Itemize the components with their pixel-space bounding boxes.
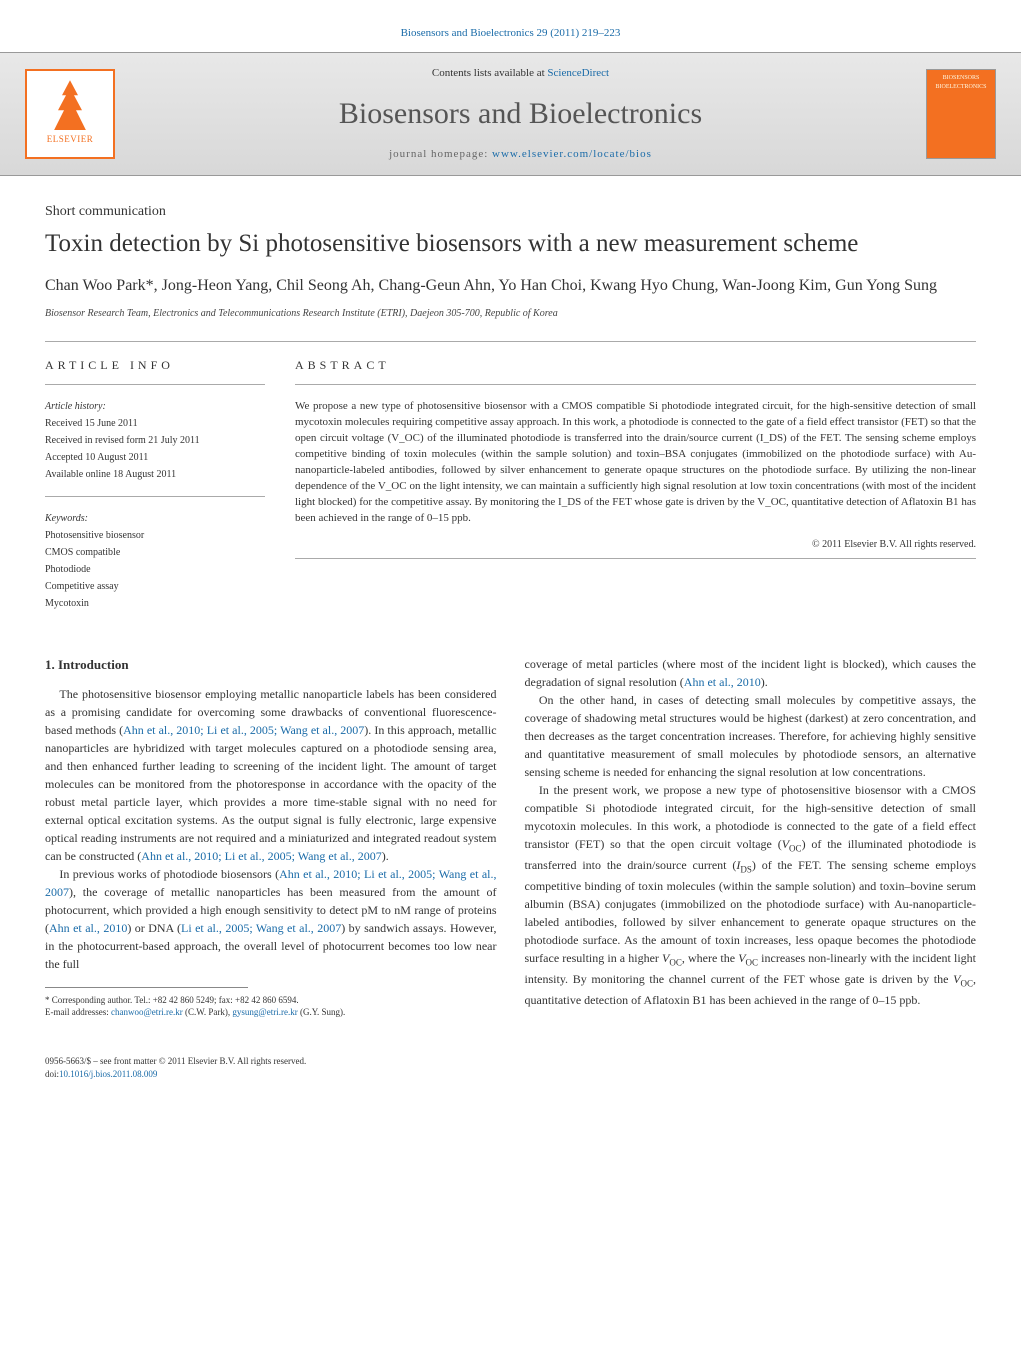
section-heading-intro: 1. Introduction bbox=[45, 655, 497, 675]
divider bbox=[45, 341, 976, 342]
top-citation: Biosensors and Bioelectronics 29 (2011) … bbox=[0, 0, 1021, 52]
corresponding-footnote: * Corresponding author. Tel.: +82 42 860… bbox=[45, 994, 497, 1019]
journal-header-band: ELSEVIER Contents lists available at Sci… bbox=[0, 52, 1021, 176]
article-title: Toxin detection by Si photosensitive bio… bbox=[45, 228, 976, 261]
info-divider bbox=[45, 496, 265, 497]
contents-prefix: Contents lists available at bbox=[432, 67, 547, 79]
email-name: (G.Y. Sung). bbox=[298, 1007, 346, 1017]
keywords-block: Keywords: Photosensitive biosensor CMOS … bbox=[45, 511, 265, 611]
abstract-divider-bottom bbox=[295, 558, 976, 559]
email-link[interactable]: gysung@etri.re.kr bbox=[232, 1007, 297, 1017]
revised-date: Received in revised form 21 July 2011 bbox=[45, 433, 265, 448]
homepage-prefix: journal homepage: bbox=[389, 148, 492, 160]
journal-cover-thumbnail: BIOSENSORS BIOELECTRONICS bbox=[926, 69, 996, 159]
body-paragraph: In previous works of photodiode biosenso… bbox=[45, 865, 497, 973]
contents-line: Contents lists available at ScienceDirec… bbox=[115, 65, 926, 82]
corresponding-author: * Corresponding author. Tel.: +82 42 860… bbox=[45, 994, 497, 1007]
keyword: Photosensitive biosensor bbox=[45, 528, 265, 543]
body-paragraph: On the other hand, in cases of detecting… bbox=[525, 691, 977, 781]
author-list: Chan Woo Park*, Jong-Heon Yang, Chil Seo… bbox=[45, 274, 976, 298]
history-label: Article history: bbox=[45, 399, 265, 414]
footer-meta: 0956-5663/$ – see front matter © 2011 El… bbox=[0, 1049, 1021, 1097]
abstract-heading: ABSTRACT bbox=[295, 356, 976, 374]
emails-label: E-mail addresses: bbox=[45, 1007, 111, 1017]
right-column: coverage of metal particles (where most … bbox=[525, 655, 977, 1019]
info-abstract-row: ARTICLE INFO Article history: Received 1… bbox=[45, 356, 976, 625]
body-paragraph: In the present work, we propose a new ty… bbox=[525, 781, 977, 1009]
keyword: CMOS compatible bbox=[45, 545, 265, 560]
info-divider bbox=[45, 384, 265, 385]
journal-name: Biosensors and Bioelectronics bbox=[115, 91, 926, 136]
left-column: 1. Introduction The photosensitive biose… bbox=[45, 655, 497, 1019]
doi-line: doi:10.1016/j.bios.2011.08.009 bbox=[45, 1068, 976, 1082]
abstract-copyright: © 2011 Elsevier B.V. All rights reserved… bbox=[295, 537, 976, 552]
article-history: Article history: Received 15 June 2011 R… bbox=[45, 399, 265, 482]
info-heading: ARTICLE INFO bbox=[45, 356, 265, 374]
received-date: Received 15 June 2011 bbox=[45, 416, 265, 431]
elsevier-name: ELSEVIER bbox=[47, 133, 94, 147]
body-paragraph: The photosensitive biosensor employing m… bbox=[45, 685, 497, 865]
abstract-divider bbox=[295, 384, 976, 385]
body-columns: 1. Introduction The photosensitive biose… bbox=[0, 655, 1021, 1049]
keyword: Photodiode bbox=[45, 562, 265, 577]
abstract: ABSTRACT We propose a new type of photos… bbox=[295, 356, 976, 625]
affiliation: Biosensor Research Team, Electronics and… bbox=[45, 306, 976, 321]
header-center: Contents lists available at ScienceDirec… bbox=[115, 65, 926, 163]
doi-prefix: doi: bbox=[45, 1069, 59, 1079]
footnote-separator bbox=[45, 987, 248, 988]
article-type: Short communication bbox=[45, 201, 976, 222]
email-name: (C.W. Park), bbox=[183, 1007, 233, 1017]
online-date: Available online 18 August 2011 bbox=[45, 467, 265, 482]
keyword: Mycotoxin bbox=[45, 596, 265, 611]
email-line: E-mail addresses: chanwoo@etri.re.kr (C.… bbox=[45, 1006, 497, 1019]
journal-homepage: journal homepage: www.elsevier.com/locat… bbox=[115, 146, 926, 163]
article-front-matter: Short communication Toxin detection by S… bbox=[0, 176, 1021, 626]
body-paragraph: coverage of metal particles (where most … bbox=[525, 655, 977, 691]
homepage-link[interactable]: www.elsevier.com/locate/bios bbox=[492, 148, 652, 160]
article-info: ARTICLE INFO Article history: Received 1… bbox=[45, 356, 265, 625]
abstract-text: We propose a new type of photosensitive … bbox=[295, 399, 976, 527]
doi-link[interactable]: 10.1016/j.bios.2011.08.009 bbox=[59, 1069, 157, 1079]
elsevier-tree-icon bbox=[50, 80, 90, 130]
elsevier-logo: ELSEVIER bbox=[25, 69, 115, 159]
email-link[interactable]: chanwoo@etri.re.kr bbox=[111, 1007, 183, 1017]
keywords-label: Keywords: bbox=[45, 511, 265, 526]
keyword: Competitive assay bbox=[45, 579, 265, 594]
issn-line: 0956-5663/$ – see front matter © 2011 El… bbox=[45, 1055, 976, 1069]
sciencedirect-link[interactable]: ScienceDirect bbox=[547, 67, 609, 79]
accepted-date: Accepted 10 August 2011 bbox=[45, 450, 265, 465]
